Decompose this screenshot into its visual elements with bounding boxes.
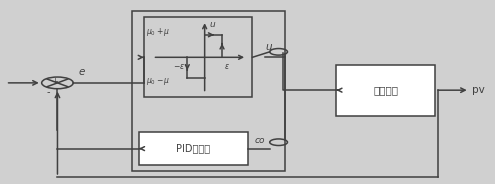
Text: $\varepsilon$: $\varepsilon$ [224,62,229,71]
Bar [139,132,248,165]
Text: $\mu_0-\mu$: $\mu_0-\mu$ [147,76,171,87]
Text: $\mu_0+\mu$: $\mu_0+\mu$ [147,26,171,38]
Text: $e$: $e$ [78,67,86,77]
Text: +: + [51,77,58,86]
Text: $u$: $u$ [265,42,273,52]
Text: 被控对象: 被控对象 [373,85,398,95]
Bar [132,11,285,171]
Text: -: - [46,87,50,97]
Text: PID控制器: PID控制器 [176,144,210,154]
Text: $u$: $u$ [208,20,216,29]
Text: pv: pv [472,85,485,95]
Bar [336,65,435,116]
Text: $-\varepsilon$: $-\varepsilon$ [173,62,185,71]
Bar [144,17,252,98]
Text: co: co [254,136,265,145]
